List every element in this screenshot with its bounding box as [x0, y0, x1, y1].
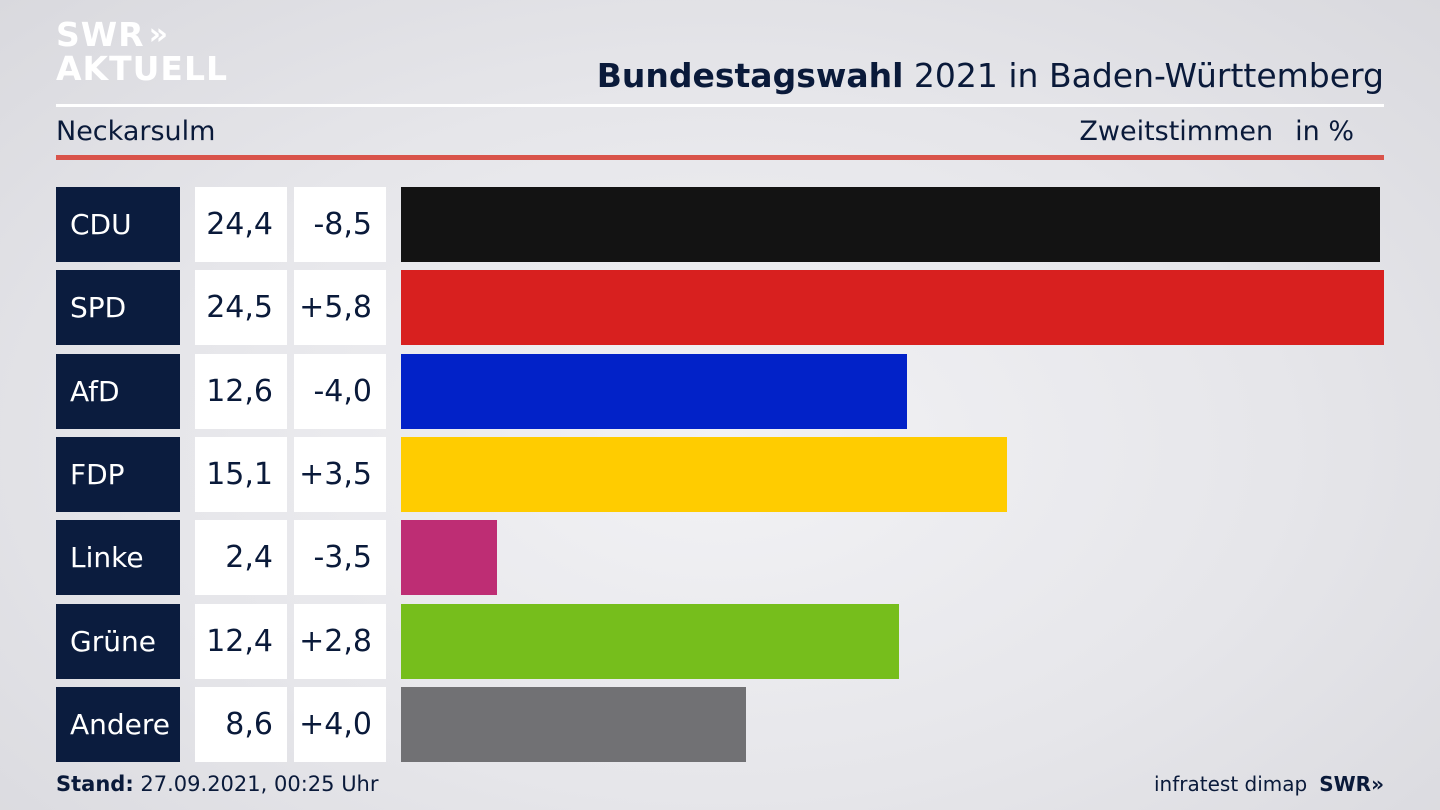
result-row: AfD 12,6 -4,0 — [56, 353, 1384, 429]
diff-value: +4,0 — [294, 686, 386, 762]
page-title: Bundestagswahl 2021 in Baden-Württemberg — [597, 56, 1384, 95]
diff-value: +2,8 — [294, 603, 386, 679]
share-value: 8,6 — [195, 686, 287, 762]
measure-name: Zweitstimmen — [1079, 116, 1274, 147]
diff-value: -8,5 — [294, 187, 386, 262]
bar — [401, 520, 497, 596]
location-label: Neckarsulm — [56, 116, 216, 147]
accent-divider — [56, 155, 1384, 160]
logo-chevron-icon: » — [148, 17, 169, 52]
diff-value: +3,5 — [294, 436, 386, 512]
share-value: 2,4 — [195, 520, 287, 596]
source-label: infratest dimap — [1154, 772, 1308, 796]
title-bold: Bundestagswahl — [596, 56, 904, 95]
result-row: Grüne 12,4 +2,8 — [56, 603, 1384, 679]
party-label: SPD — [56, 270, 180, 346]
result-row: Linke 2,4 -3,5 — [56, 520, 1384, 596]
share-value: 24,5 — [195, 270, 287, 346]
swr-brand-logo: SWR» — [1319, 772, 1384, 796]
bar — [401, 686, 746, 762]
swr-aktuell-logo: SWR» AKTUELL — [56, 18, 228, 86]
party-label: Andere — [56, 686, 180, 762]
measure-label: Zweitstimmen in % — [1079, 116, 1354, 147]
result-row: FDP 15,1 +3,5 — [56, 436, 1384, 512]
bar — [401, 353, 907, 429]
party-label: Linke — [56, 520, 180, 596]
share-value: 24,4 — [195, 187, 287, 262]
result-row: SPD 24,5 +5,8 — [56, 270, 1384, 346]
party-label: CDU — [56, 187, 180, 262]
footer-source: infratest dimap SWR» — [1154, 772, 1384, 796]
logo-aktuell: AKTUELL — [56, 49, 229, 88]
diff-value: +5,8 — [294, 270, 386, 346]
diff-value: -4,0 — [294, 353, 386, 429]
diff-value: -3,5 — [294, 520, 386, 596]
stand-label: Stand: — [56, 772, 134, 796]
title-rest: 2021 in Baden-Württemberg — [913, 56, 1384, 95]
share-value: 15,1 — [195, 436, 287, 512]
party-label: Grüne — [56, 603, 180, 679]
stand-value: 27.09.2021, 00:25 Uhr — [140, 772, 379, 796]
bar — [401, 436, 1007, 512]
logo-swr: SWR — [56, 15, 145, 54]
party-label: FDP — [56, 436, 180, 512]
brand-chevron-icon: » — [1371, 772, 1384, 796]
party-label: AfD — [56, 353, 180, 429]
share-value: 12,6 — [195, 353, 287, 429]
measure-unit: in % — [1295, 116, 1354, 147]
header-divider — [56, 104, 1384, 107]
bar — [401, 187, 1380, 262]
result-row: Andere 8,6 +4,0 — [56, 686, 1384, 762]
share-value: 12,4 — [195, 603, 287, 679]
timestamp: Stand: 27.09.2021, 00:25 Uhr — [56, 772, 379, 796]
bar — [401, 603, 899, 679]
result-row: CDU 24,4 -8,5 — [56, 187, 1384, 262]
bar — [401, 270, 1384, 346]
